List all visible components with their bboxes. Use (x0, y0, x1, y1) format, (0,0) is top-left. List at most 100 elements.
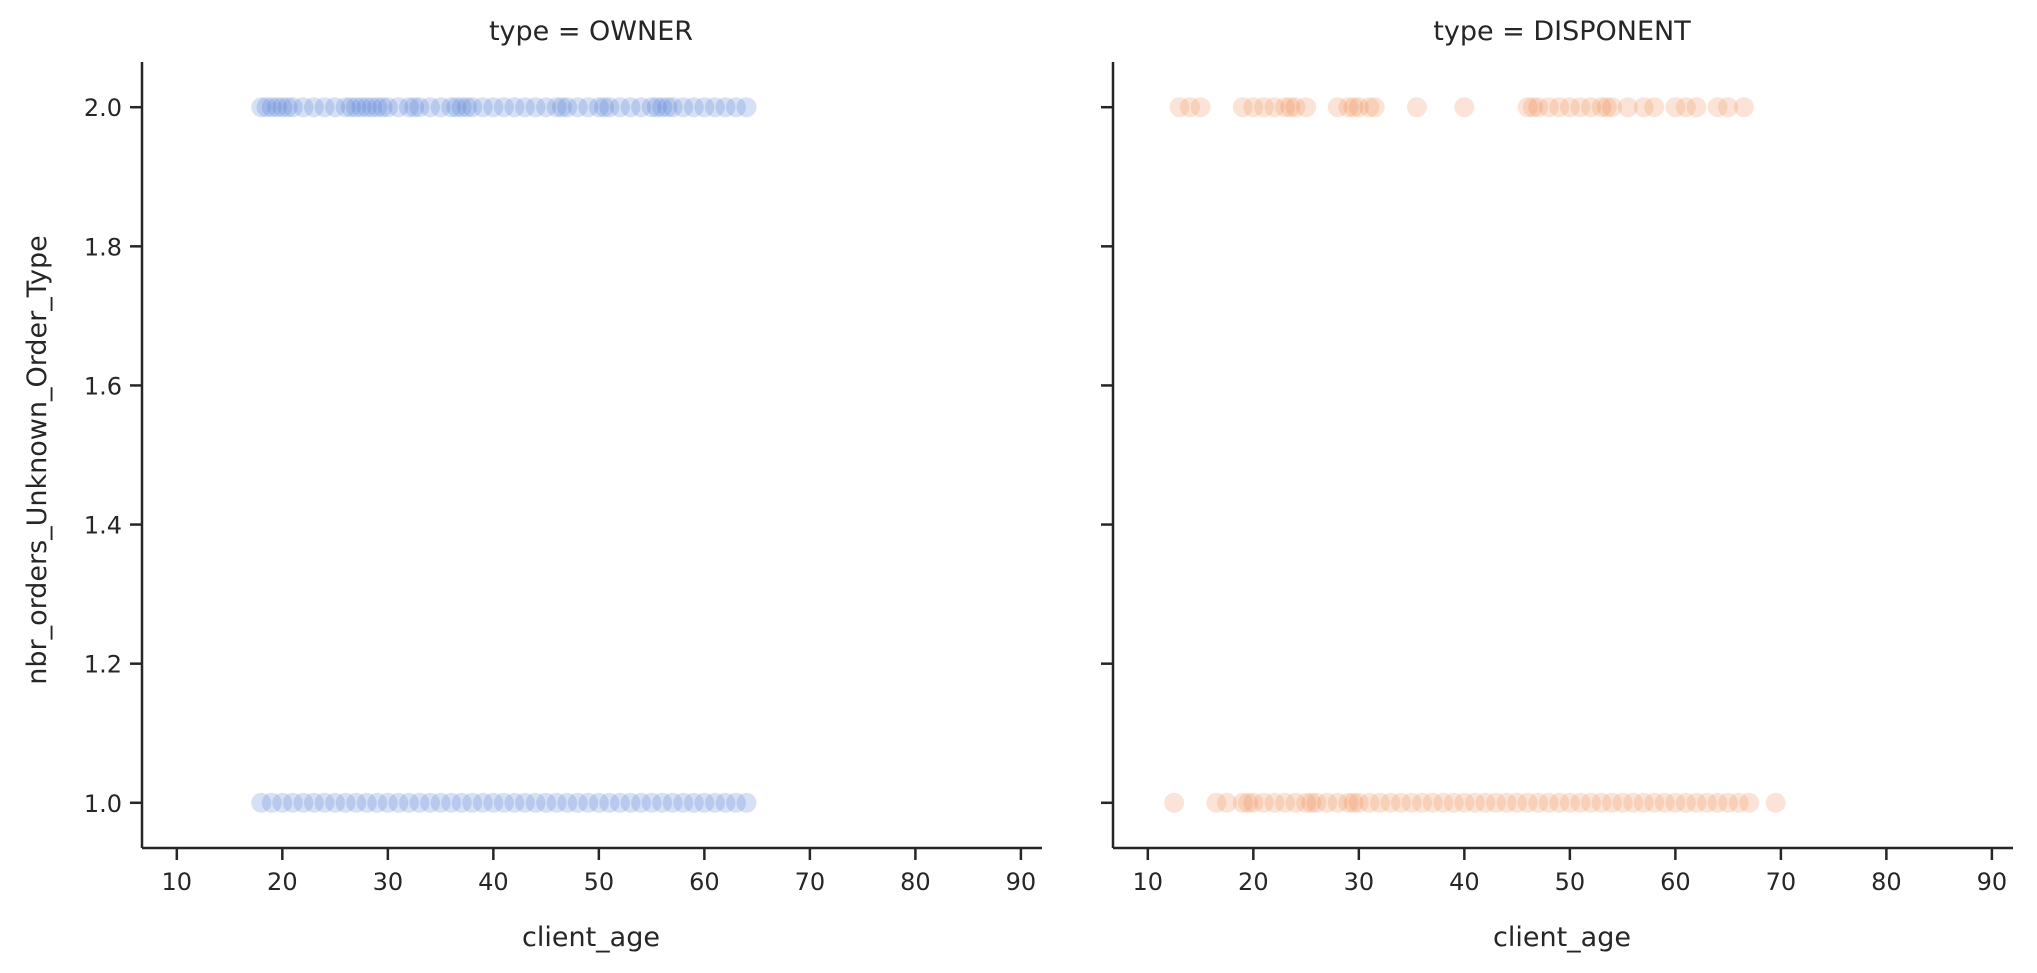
data-point (1549, 97, 1570, 118)
data-point (1718, 97, 1739, 118)
data-point (303, 792, 324, 813)
data-point (567, 792, 588, 813)
data-point (451, 97, 472, 118)
data-point (546, 97, 567, 118)
data-point (1206, 792, 1227, 813)
data-point (1348, 792, 1369, 813)
data-point (1406, 97, 1427, 118)
data-point (472, 792, 493, 813)
data-point (1686, 97, 1707, 118)
data-point (652, 97, 673, 118)
data-point (493, 792, 514, 813)
data-point (1232, 792, 1253, 813)
data-point (1422, 792, 1443, 813)
data-point (1697, 792, 1718, 813)
x-tick-label: 10 (162, 868, 193, 896)
data-point (1686, 792, 1707, 813)
data-point (609, 97, 630, 118)
data-point (1169, 97, 1190, 118)
data-point (1623, 792, 1644, 813)
y-tick-label: 1.6 (84, 372, 122, 400)
data-point (1617, 97, 1638, 118)
data-point (1232, 97, 1253, 118)
data-point (567, 97, 588, 118)
data-point (620, 792, 641, 813)
data-point (1238, 792, 1259, 813)
data-point (372, 97, 393, 118)
data-point (694, 97, 715, 118)
data-point (1164, 792, 1185, 813)
data-point (1343, 97, 1364, 118)
owner-axes: 10 20 30 40 50 60 70 80 90 1.0 1.2 1.4 1.6 1.8 2.0 (84, 62, 1042, 896)
data-point (1327, 792, 1348, 813)
data-point (1338, 97, 1359, 118)
facet-title-disponent: type = DISPONENT (1433, 16, 1691, 47)
data-point (620, 97, 641, 118)
data-point (1296, 97, 1317, 118)
data-point (646, 97, 667, 118)
data-point (483, 97, 504, 118)
data-point (673, 792, 694, 813)
data-point (1580, 97, 1601, 118)
data-point (578, 97, 599, 118)
data-point (657, 97, 678, 118)
data-point (251, 97, 272, 118)
data-point (377, 97, 398, 118)
data-point (293, 97, 314, 118)
x-tick-label: 80 (900, 868, 931, 896)
data-point (388, 97, 409, 118)
data-point (673, 97, 694, 118)
data-point (1348, 97, 1369, 118)
data-point (1633, 792, 1654, 813)
data-point (1343, 792, 1364, 813)
data-point (398, 792, 419, 813)
data-point (261, 792, 282, 813)
data-point (726, 792, 747, 813)
x-tick-label: 20 (1238, 868, 1269, 896)
data-point (504, 97, 525, 118)
data-point (578, 792, 599, 813)
data-point (462, 792, 483, 813)
data-point (462, 97, 483, 118)
data-point (1559, 97, 1580, 118)
data-point (1644, 97, 1665, 118)
data-point (1591, 792, 1612, 813)
data-point (1327, 97, 1348, 118)
x-tick-label: 90 (1006, 868, 1037, 896)
data-point (736, 97, 757, 118)
data-point (356, 97, 377, 118)
x-tick-label: 40 (1449, 868, 1480, 896)
disponent-points (1164, 97, 1786, 813)
data-point (631, 97, 652, 118)
y-tick-label: 1.0 (84, 790, 122, 818)
data-point (662, 792, 683, 813)
data-point (515, 792, 535, 813)
data-point (351, 97, 372, 118)
data-point (1296, 792, 1317, 813)
data-point (1570, 97, 1591, 118)
data-point (1675, 792, 1696, 813)
data-point (536, 97, 557, 118)
data-point (1369, 792, 1390, 813)
data-point (609, 792, 630, 813)
data-point (557, 97, 578, 118)
data-point (1359, 97, 1380, 118)
data-point (1475, 792, 1496, 813)
data-point (430, 97, 451, 118)
data-point (340, 97, 361, 118)
data-point (1559, 792, 1580, 813)
data-point (314, 792, 335, 813)
data-point (1412, 792, 1433, 813)
data-point (1644, 792, 1665, 813)
data-point (704, 792, 725, 813)
data-point (325, 97, 346, 118)
data-point (451, 792, 472, 813)
x-tick-label: 50 (584, 868, 615, 896)
data-point (1301, 792, 1322, 813)
x-tick-label: 70 (795, 868, 826, 896)
data-point (377, 792, 398, 813)
y-tick-label: 2.0 (84, 94, 122, 122)
data-point (588, 792, 609, 813)
data-point (1733, 97, 1754, 118)
data-point (536, 792, 557, 813)
